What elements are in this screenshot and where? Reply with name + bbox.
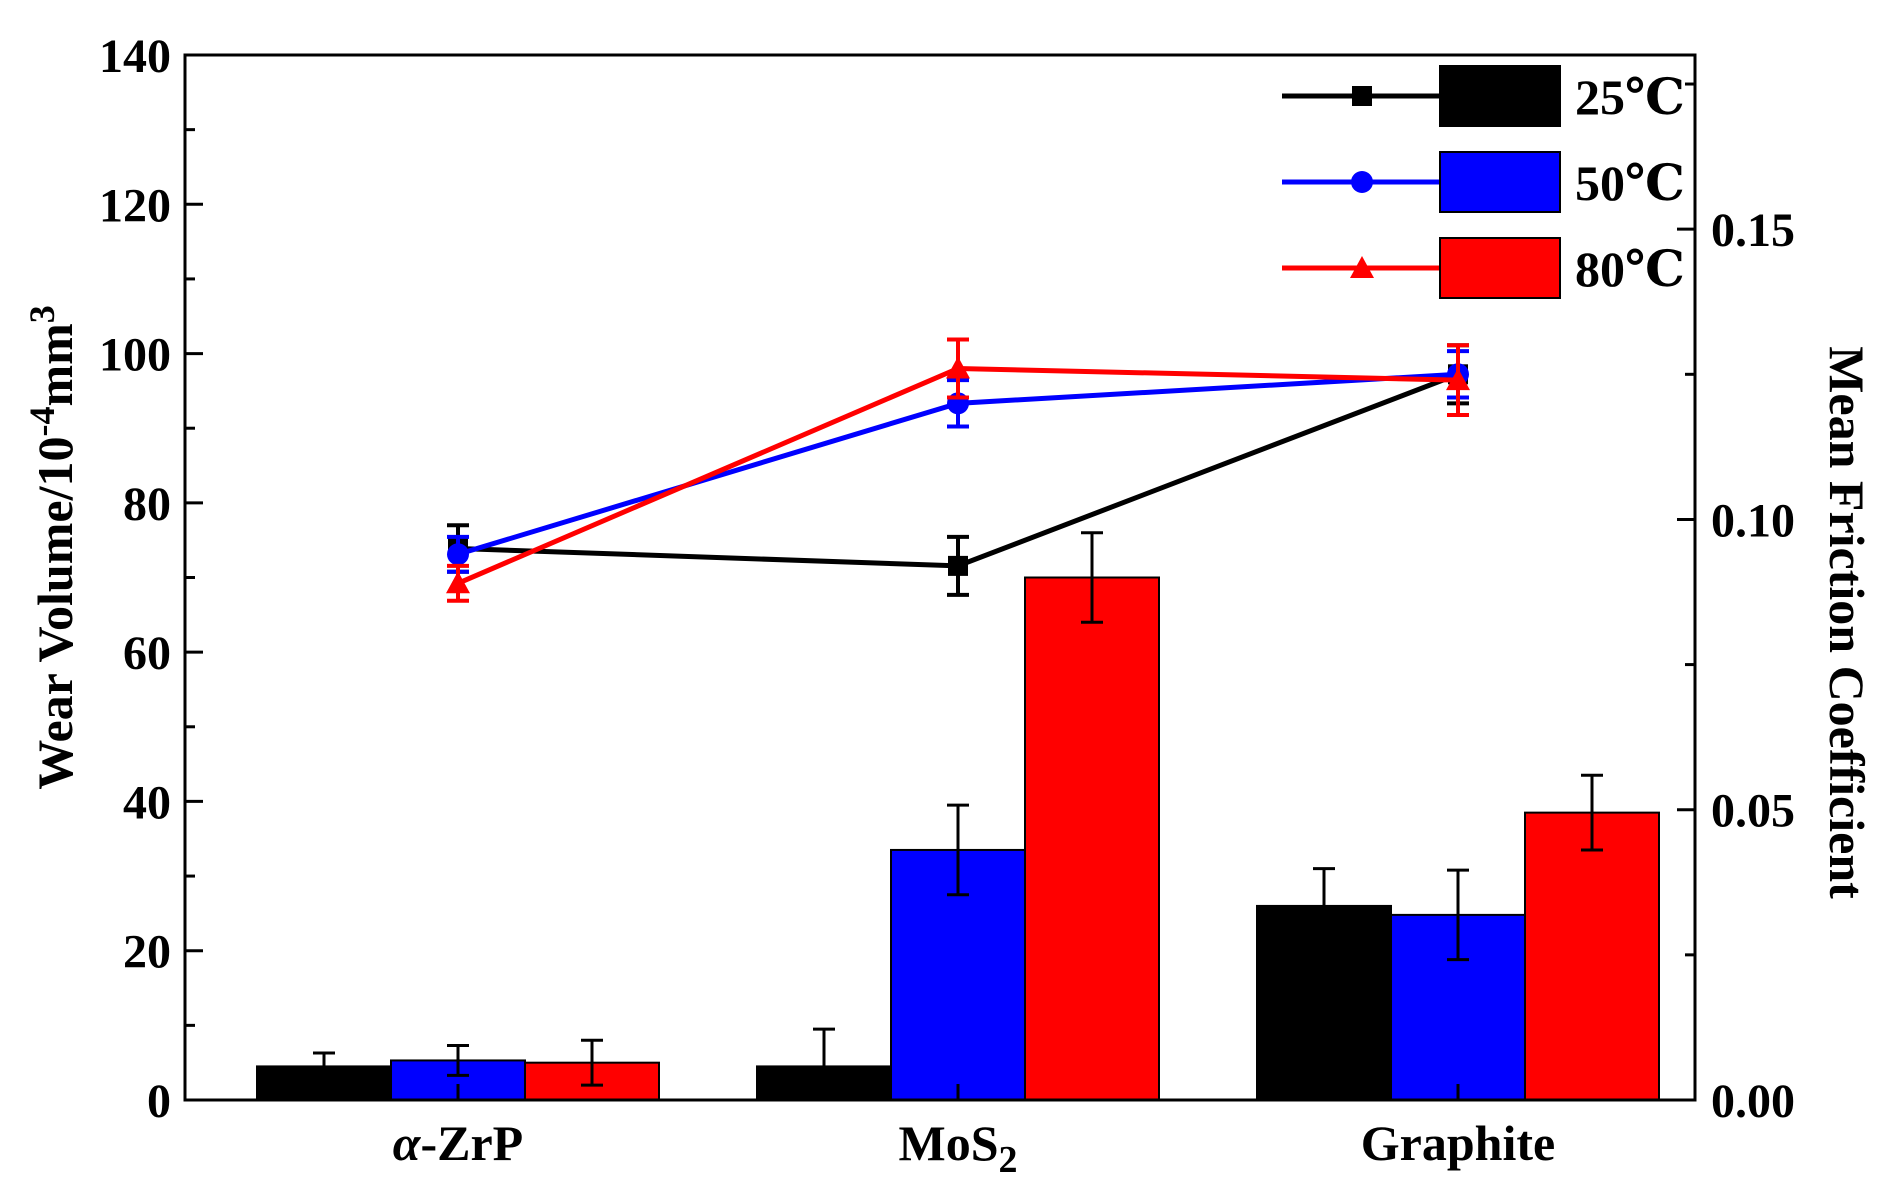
right-tick-label-1: 0.05 [1711,785,1795,838]
legend-marker-0 [1352,86,1372,106]
axes-layer: 0 20 40 60 80 100 120 140 0.00 0.05 0.10 0.15 α-ZrP M… [22,30,1875,1181]
bar-error-1-1 [947,803,969,897]
bar-error-2-0 [581,1038,603,1087]
bar-2-2 [1524,811,1660,1101]
category-label-1: MoS2 [899,1115,1018,1181]
friction-point-1-0 [447,543,469,566]
bar-error-0-0 [313,1051,335,1082]
legend: 25℃ 50℃ 80℃ [1282,65,1685,299]
bar-error-2-1 [1081,531,1103,624]
legend-entry-1: 50℃ [1282,151,1685,213]
right-tick-label-3: 0.15 [1711,204,1795,257]
legend-marker-1 [1351,171,1373,193]
left-tick-label-6: 120 [99,179,171,232]
right-tick-label-0: 0.00 [1711,1075,1795,1128]
lines-layer [446,337,1470,603]
legend-label-0: 25℃ [1575,69,1685,125]
legend-label-1: 50℃ [1575,155,1685,211]
left-axis-label: Wear Volume/10-4mm3 [22,305,83,790]
legend-swatch-0 [1439,65,1561,127]
legend-swatch-1 [1439,151,1561,213]
left-tick-label-1: 20 [123,926,171,979]
bars-layer [256,531,1660,1102]
friction-point-2-1 [946,356,970,379]
category-label-0: α-ZrP [393,1115,523,1171]
bar-2-1 [1024,576,1160,1101]
left-tick-label-4: 80 [123,478,171,531]
friction-point-0-1 [948,555,968,576]
legend-entry-0: 25℃ [1282,65,1685,127]
bar-error-1-0 [447,1044,469,1077]
legend-swatch-2 [1439,237,1561,299]
legend-label-2: 80℃ [1575,241,1685,297]
bar-error-0-2 [1313,867,1335,945]
left-tick-label-0: 0 [147,1075,171,1128]
bar-error-1-2 [1447,868,1469,962]
right-tick-label-2: 0.10 [1711,494,1795,547]
left-tick-label-2: 40 [123,776,171,829]
left-tick-label-5: 100 [99,329,171,382]
legend-marker-2 [1350,256,1374,278]
friction-point-2-0 [446,571,470,594]
friction-point-2-2 [1446,368,1470,391]
left-tick-label-7: 140 [99,30,171,83]
left-tick-label-3: 60 [123,627,171,680]
bar-error-2-2 [1581,773,1603,852]
right-axis-label: Mean Friction Coefficient [1819,346,1875,899]
legend-entry-2: 80℃ [1282,237,1685,299]
category-label-2: Graphite [1361,1115,1555,1171]
